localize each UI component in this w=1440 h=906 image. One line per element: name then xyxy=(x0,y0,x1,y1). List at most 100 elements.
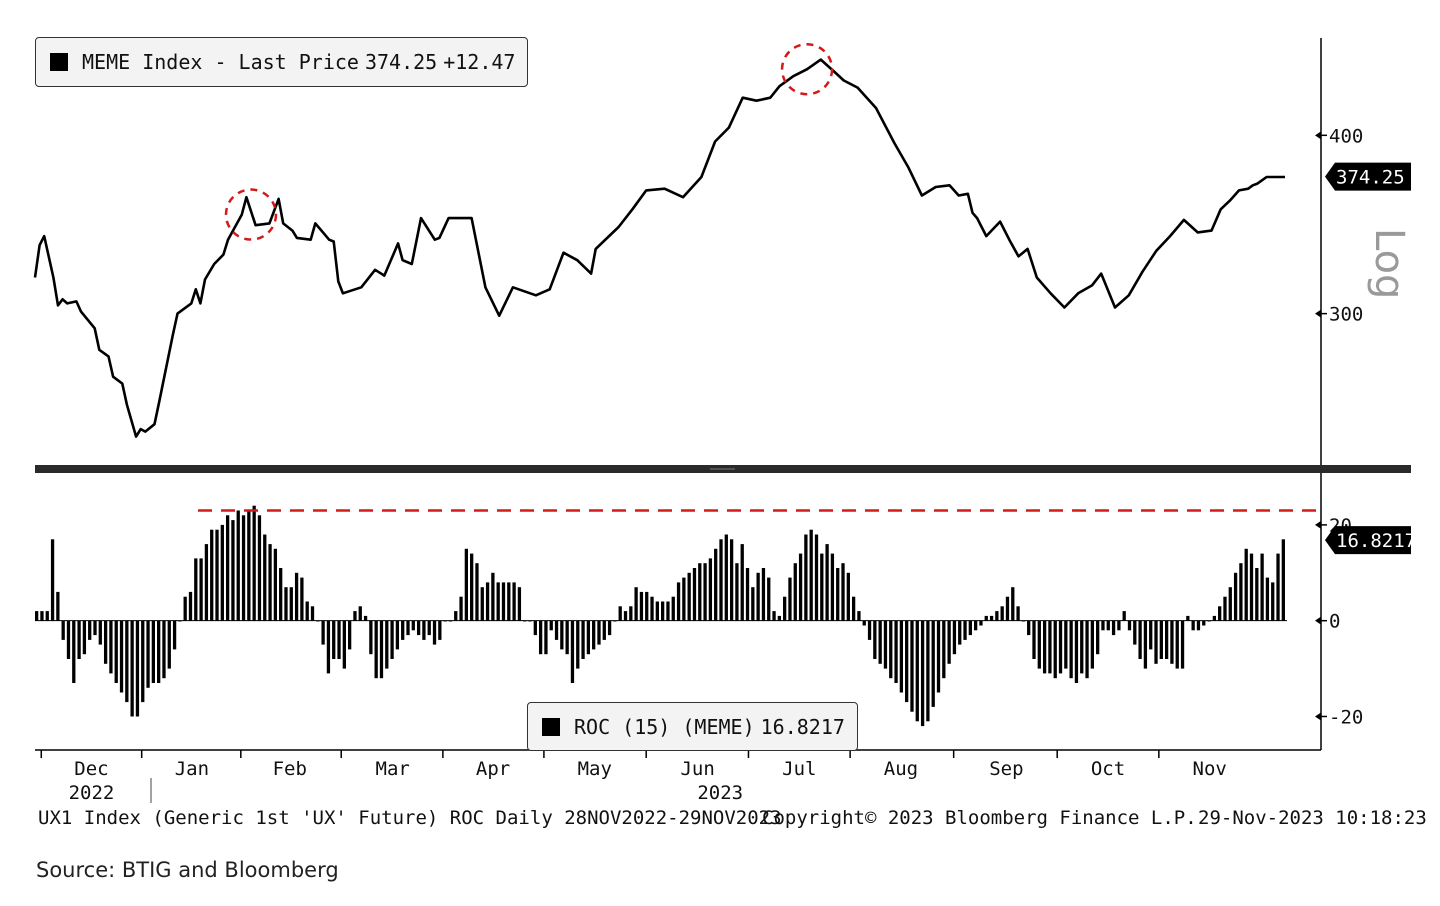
roc-bar xyxy=(576,620,580,669)
roc-bar xyxy=(199,558,203,621)
roc-bar xyxy=(830,553,835,621)
roc-bar xyxy=(942,620,946,679)
roc-bar xyxy=(1212,615,1217,621)
roc-panel xyxy=(35,505,1318,727)
roc-bar xyxy=(756,572,760,621)
lower-y-tick-arrow xyxy=(1315,616,1321,625)
roc-bar xyxy=(804,534,808,621)
roc-bar xyxy=(1127,620,1132,631)
roc-bar xyxy=(77,620,81,659)
roc-bar xyxy=(40,611,44,621)
roc-bar xyxy=(1233,572,1238,621)
roc-bar xyxy=(82,620,87,655)
roc-bar xyxy=(650,596,654,621)
roc-bar xyxy=(607,620,612,636)
roc-bar xyxy=(661,601,665,621)
roc-bar xyxy=(851,596,856,621)
roc-bar xyxy=(294,572,299,621)
roc-bar xyxy=(629,606,633,621)
roc-bar xyxy=(793,563,797,621)
roc-bar xyxy=(1096,620,1100,655)
roc-bar xyxy=(905,620,909,703)
roc-bar xyxy=(141,620,145,703)
roc-bar xyxy=(910,620,914,712)
x-tick-label: Aug xyxy=(884,758,918,780)
roc-bar xyxy=(767,577,771,621)
roc-bar xyxy=(401,620,405,640)
roc-bar xyxy=(857,611,861,621)
roc-bar xyxy=(809,529,813,621)
roc-bar xyxy=(432,620,437,645)
legend-swatch-icon xyxy=(50,53,68,71)
roc-bar xyxy=(310,606,315,621)
roc-bar xyxy=(496,582,500,621)
roc-bar xyxy=(194,558,198,621)
roc-bar xyxy=(379,620,384,679)
roc-bar xyxy=(565,620,569,655)
roc-bar xyxy=(475,563,479,621)
roc-bar xyxy=(883,620,888,669)
roc-bar xyxy=(119,620,124,693)
roc-bar xyxy=(210,529,214,621)
roc-bar xyxy=(1080,620,1084,674)
roc-bar xyxy=(1053,620,1057,679)
roc-bar xyxy=(485,582,490,621)
roc-bar xyxy=(560,620,564,650)
roc-bar xyxy=(1228,587,1232,621)
roc-bar xyxy=(1122,611,1126,621)
roc-bar xyxy=(252,505,256,621)
roc-bar xyxy=(50,539,55,621)
price-last-label: 374.25 xyxy=(1336,167,1405,189)
roc-bar xyxy=(268,544,272,621)
roc-bar xyxy=(676,582,681,621)
roc-bar xyxy=(1255,568,1259,621)
roc-bar xyxy=(1223,596,1227,621)
roc-bar xyxy=(666,601,670,621)
roc-bar xyxy=(1138,620,1142,659)
x-year-label: 2022 xyxy=(69,782,115,804)
price-legend-change: +12.47 xyxy=(443,50,516,74)
roc-bar xyxy=(517,587,522,621)
footer-copyright: Copyright© 2023 Bloomberg Finance L.P. xyxy=(762,807,1197,829)
roc-bar xyxy=(873,620,877,659)
upper-y-tick-arrow xyxy=(1315,309,1321,318)
roc-bar xyxy=(1265,577,1270,621)
roc-bar xyxy=(1218,606,1222,621)
roc-bar xyxy=(438,620,442,640)
roc-bar xyxy=(878,620,882,664)
footer-description: UX1 Index (Generic 1st 'UX' Future) ROC … xyxy=(38,807,782,829)
roc-bar xyxy=(761,568,766,621)
roc-bar xyxy=(385,620,389,669)
roc-bar xyxy=(719,539,723,621)
roc-bar xyxy=(846,572,850,621)
roc-bar xyxy=(915,620,919,722)
roc-bar xyxy=(729,539,734,621)
x-tick-label: May xyxy=(578,758,612,780)
roc-bar xyxy=(470,553,474,621)
roc-bar xyxy=(1149,620,1153,650)
roc-bar xyxy=(289,587,293,621)
roc-bar xyxy=(1058,620,1063,674)
roc-bar xyxy=(735,563,739,621)
roc-bar xyxy=(533,620,537,636)
roc-bar xyxy=(814,534,819,621)
roc-bar xyxy=(66,620,71,659)
last-value-labels: 374.25 16.8217 xyxy=(1325,162,1416,555)
roc-bar xyxy=(974,620,978,631)
roc-bar xyxy=(687,572,691,621)
roc-bar xyxy=(72,620,76,683)
roc-bar xyxy=(703,563,707,621)
peak-circle-annotation xyxy=(224,188,278,241)
roc-bar xyxy=(342,620,346,669)
roc-bar xyxy=(708,558,713,621)
roc-bar xyxy=(188,591,193,621)
roc-bar xyxy=(422,620,426,640)
roc-bar xyxy=(416,620,421,636)
roc-bar xyxy=(926,620,930,722)
roc-bar xyxy=(947,620,951,664)
roc-bar xyxy=(867,620,872,640)
roc-bar xyxy=(454,611,458,621)
annotations xyxy=(224,42,834,241)
roc-bar xyxy=(1239,563,1243,621)
roc-bar xyxy=(920,620,925,727)
